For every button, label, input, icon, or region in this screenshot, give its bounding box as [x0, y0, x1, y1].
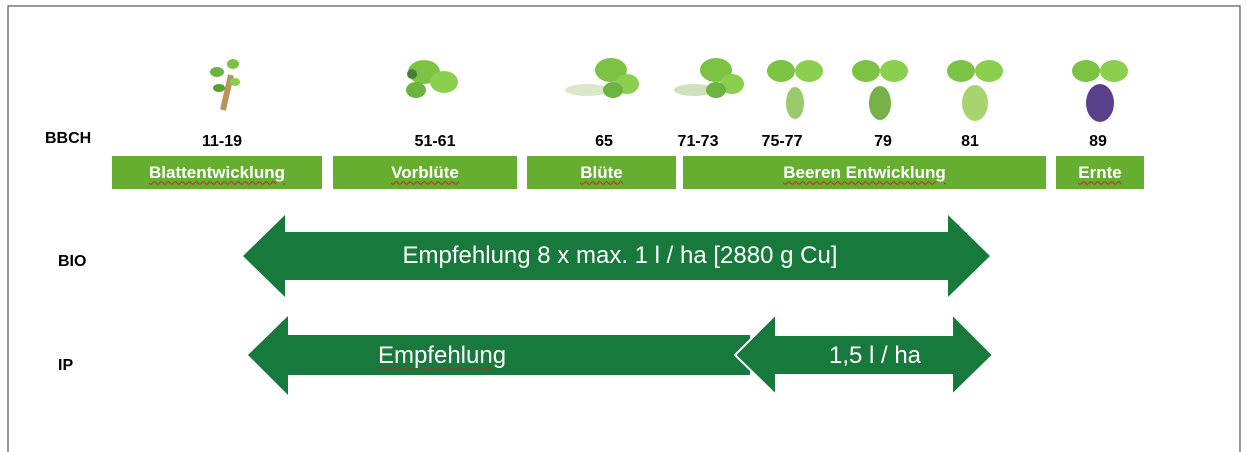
stage-code: 11-19: [202, 134, 242, 150]
arrow-text: Empfehlung: [378, 344, 506, 368]
diagram-graphics: [0, 0, 1247, 452]
plant-icons: [210, 58, 1128, 122]
phase-label: Blattentwicklung: [149, 163, 285, 183]
arrow-text-span: Empfehlung: [378, 342, 506, 369]
phase-label: Beeren Entwicklung: [783, 163, 945, 183]
arrow-text: Empfehlung 8 x max. 1 l / ha [2880 g Cu]: [403, 244, 838, 268]
row-label: IP: [58, 358, 73, 374]
stage-code: 89: [1089, 134, 1107, 150]
stage-code: 71-73: [678, 134, 719, 150]
phase-box: Blattentwicklung: [112, 156, 322, 189]
stage-code: 51-61: [415, 134, 456, 150]
phase-label: Vorblüte: [391, 163, 459, 183]
phase-box: Blüte: [527, 156, 676, 189]
bbch-label: BBCH: [45, 131, 91, 147]
phase-label: Blüte: [580, 163, 623, 183]
row-label: BIO: [58, 254, 86, 270]
stage-code: 75-77: [762, 134, 803, 150]
stage-code: 81: [961, 134, 979, 150]
phase-box: Vorblüte: [333, 156, 517, 189]
phase-box: Beeren Entwicklung: [683, 156, 1046, 189]
arrow-text: 1,5 l / ha: [829, 344, 921, 368]
phase-label: Ernte: [1078, 163, 1121, 183]
stage-code: 79: [874, 134, 892, 150]
diagram: BBCH 11-19 51-61 65 71-73 75-77 79 81 89…: [0, 0, 1247, 452]
stage-code: 65: [595, 134, 613, 150]
phase-box: Ernte: [1056, 156, 1144, 189]
